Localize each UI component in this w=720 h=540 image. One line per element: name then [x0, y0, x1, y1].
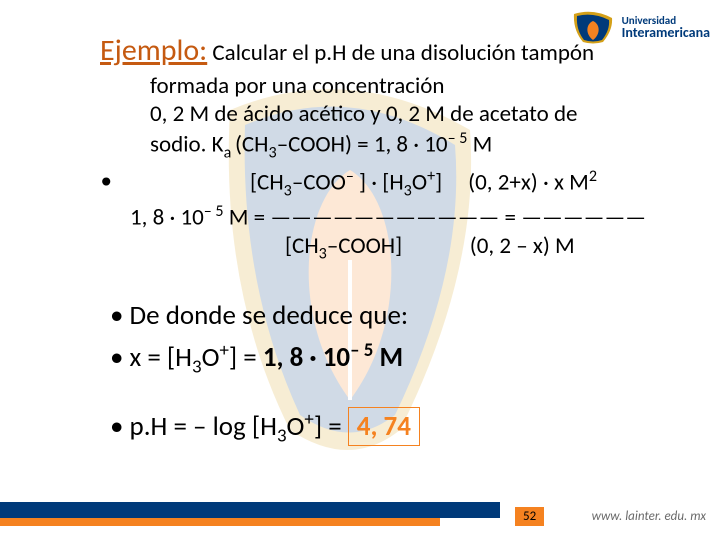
ejemplo-label: Ejemplo: — [100, 32, 207, 69]
deduce-l1: • De donde se deduce que: — [110, 299, 708, 333]
formada-l3: sodio. Ka (CH3–COOH) = 1, 8 · 10– 5 M — [150, 129, 708, 163]
eq-middle: 1, 8 · 10– 5 M = ——————————— = —————— — [130, 202, 646, 232]
formada-l2: 0, 2 M de ácido acético y 0, 2 M de acet… — [150, 100, 708, 129]
footer-bar-orange — [0, 518, 440, 526]
university-logo: Universidad Interamericana — [570, 10, 710, 44]
ph-line: • p.H = – log [H3O+] = 4, 74 — [110, 407, 708, 448]
formada-l1: formada por una concentración — [150, 72, 708, 101]
eq-numerator: [CH3–COO– ] · [H3O+] (0, 2+x) · x M2 — [250, 167, 646, 201]
footer-url: www. lainter. edu. mx — [592, 509, 706, 524]
deduction-block: • De donde se deduce que: • x = [H3O+] =… — [20, 299, 708, 379]
equation-block: • [CH3–COO– ] · [H3O+] (0, 2+x) · x M2 1… — [20, 167, 708, 264]
logo-mark-icon — [570, 10, 616, 44]
logo-text-bottom: Interamericana — [622, 26, 710, 40]
slide-content: Ejemplo: Calcular el p.H de una disoluci… — [0, 0, 720, 448]
problem-statement: formada por una concentración 0, 2 M de … — [150, 72, 708, 164]
eq-denominator: [CH3–COOH] (0, 2 – x) M — [285, 232, 646, 265]
deduce-l2: • x = [H3O+] = 1, 8 · 10– 5 M — [110, 339, 708, 379]
title-rest: Calcular el p.H de una disolución tampón — [212, 39, 594, 67]
ph-value-box: 4, 74 — [348, 407, 420, 447]
footer-bar-blue — [0, 502, 500, 518]
bullet-1: • — [20, 167, 130, 196]
page-number: 52 — [515, 507, 544, 526]
